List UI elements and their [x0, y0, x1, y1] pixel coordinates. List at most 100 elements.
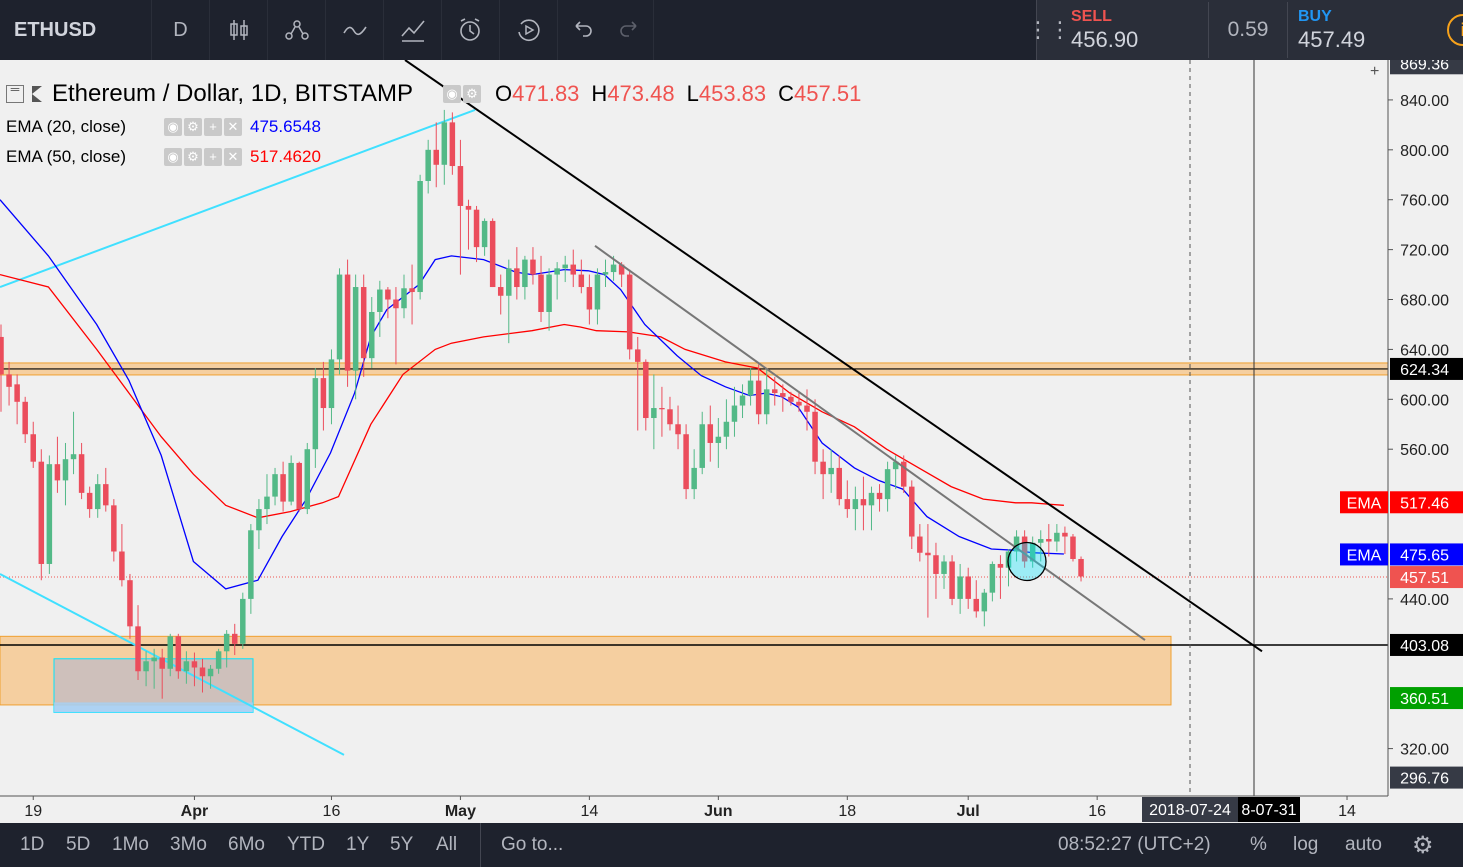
price-label-box [1390, 766, 1463, 789]
sell-button[interactable]: SELL 456.90 [1061, 2, 1209, 58]
ema50-label[interactable]: EMA (50, close) [6, 147, 126, 166]
candle-body [304, 449, 311, 510]
candle-body [675, 424, 681, 435]
buy-button[interactable]: BUY 457.49 [1287, 2, 1435, 58]
ohlc-high-label: H [591, 81, 608, 106]
range-all-button[interactable]: All [436, 834, 458, 855]
legend-ema20-row: EMA (20, close) ◉ ⚙ + ✕ 475.6548 [6, 112, 861, 142]
time-tick-label: Apr [181, 803, 209, 820]
candle-body [755, 380, 762, 415]
replay-icon [517, 19, 540, 41]
range-1d-button[interactable]: 1D [20, 834, 45, 855]
candle-body [868, 492, 875, 506]
gray-trendline[interactable] [594, 245, 1146, 641]
candle-body [489, 220, 496, 288]
eye-icon[interactable]: ◉ [164, 148, 182, 166]
candle-body [884, 469, 891, 500]
interval-button[interactable]: D [152, 0, 210, 60]
ohlc-low-label: L [686, 81, 699, 106]
cyan-trendline-upper[interactable] [0, 108, 476, 288]
candle-body [215, 651, 222, 669]
time-tick-label: 16 [323, 803, 341, 820]
settings-icon[interactable]: ⚙ [184, 118, 202, 136]
symbol-search-button[interactable]: ETHUSD [0, 0, 152, 60]
candle-body [280, 474, 286, 502]
range-1mo-button[interactable]: 1Mo [112, 834, 149, 855]
drawings-button[interactable] [384, 0, 442, 60]
candle-body [264, 496, 270, 510]
chart-area[interactable]: 320.00 440.00 560.00 600.00 640.00 680.00 720.… [0, 60, 1463, 823]
candle-body [369, 311, 375, 359]
candle-body [643, 361, 649, 419]
range-6mo-button[interactable]: 6Mo [228, 834, 265, 855]
candle-body [207, 668, 214, 677]
replay-button[interactable] [500, 0, 558, 60]
drawings-icon [400, 20, 425, 42]
info-icon[interactable]: i [1447, 14, 1463, 46]
black-trendline[interactable] [404, 60, 1263, 653]
trade-panel: ⋮⋮ SELL 456.90 0.59 BUY 457.49 i [1027, 0, 1463, 60]
settings-icon[interactable]: ⚙ [463, 85, 481, 103]
candle-body [780, 393, 786, 397]
price-label: 869.36 [1400, 60, 1449, 73]
range-5d-button[interactable]: 5D [66, 834, 91, 855]
candle-body [747, 380, 754, 396]
candle-body [538, 274, 544, 312]
auto-scale-button[interactable]: auto [1345, 834, 1382, 855]
settings-icon[interactable]: ⚙ [184, 148, 202, 166]
log-scale-button[interactable]: log [1293, 834, 1319, 855]
range-5y-button[interactable]: 5Y [390, 834, 414, 855]
candle-body [1029, 542, 1036, 562]
sell-price: 456.90 [1071, 27, 1139, 52]
candle-body [731, 405, 738, 422]
circle-marker[interactable] [1007, 541, 1047, 582]
percent-scale-button[interactable]: % [1250, 834, 1267, 855]
indicators-button[interactable] [268, 0, 326, 60]
price-label-box [1390, 357, 1463, 380]
drag-handle-icon[interactable]: ⋮⋮ [1027, 17, 1071, 42]
range-3mo-button[interactable]: 3Mo [170, 834, 207, 855]
compare-button[interactable] [326, 0, 384, 60]
candle-body [691, 467, 697, 490]
candle-body [796, 401, 802, 406]
candle-body [1046, 539, 1052, 542]
candle-body [989, 563, 996, 593]
candles-style-button[interactable] [210, 0, 268, 60]
candle-body [127, 580, 133, 627]
ema-tag-label: EMA [1347, 495, 1382, 512]
candle-body [14, 384, 20, 402]
candle-body [272, 474, 278, 497]
price-label-box [1390, 633, 1463, 656]
collapse-icon[interactable]: ═ [6, 83, 24, 103]
range-ytd-button[interactable]: YTD [287, 834, 325, 855]
redo-button[interactable] [606, 0, 654, 60]
range-1y-button[interactable]: 1Y [346, 834, 370, 855]
close-icon[interactable]: ✕ [224, 118, 242, 136]
candle-body [836, 467, 842, 500]
gear-icon[interactable]: ⚙ [1412, 831, 1434, 859]
ema50-value: 517.4620 [250, 147, 321, 166]
eye-icon[interactable]: ◉ [164, 118, 182, 136]
candle-body [191, 661, 198, 668]
price-label: 517.46 [1400, 495, 1449, 512]
candle-body [530, 259, 536, 275]
close-icon[interactable]: ✕ [224, 148, 242, 166]
alert-button[interactable] [442, 0, 500, 60]
ohlc-close-label: C [778, 81, 795, 106]
candle-body [949, 561, 955, 599]
date-label: 2018-07-24 [1149, 802, 1231, 819]
price-axis[interactable] [1388, 60, 1463, 796]
price-tick-label: 720.00 [1400, 243, 1449, 260]
price-chart[interactable]: 320.00 440.00 560.00 600.00 640.00 680.00 720.… [0, 60, 1463, 823]
plus-icon[interactable]: + [204, 118, 222, 136]
candle-body [852, 499, 859, 510]
goto-button[interactable]: Go to... [480, 823, 563, 867]
candle-body [546, 274, 552, 312]
candle-body [256, 509, 262, 531]
undo-button[interactable] [558, 0, 606, 60]
clock-display[interactable]: 08:52:27 (UTC+2) [1058, 834, 1211, 855]
ema20-label[interactable]: EMA (20, close) [6, 117, 126, 136]
plus-icon[interactable]: + [204, 148, 222, 166]
eye-icon[interactable]: ◉ [443, 85, 461, 103]
